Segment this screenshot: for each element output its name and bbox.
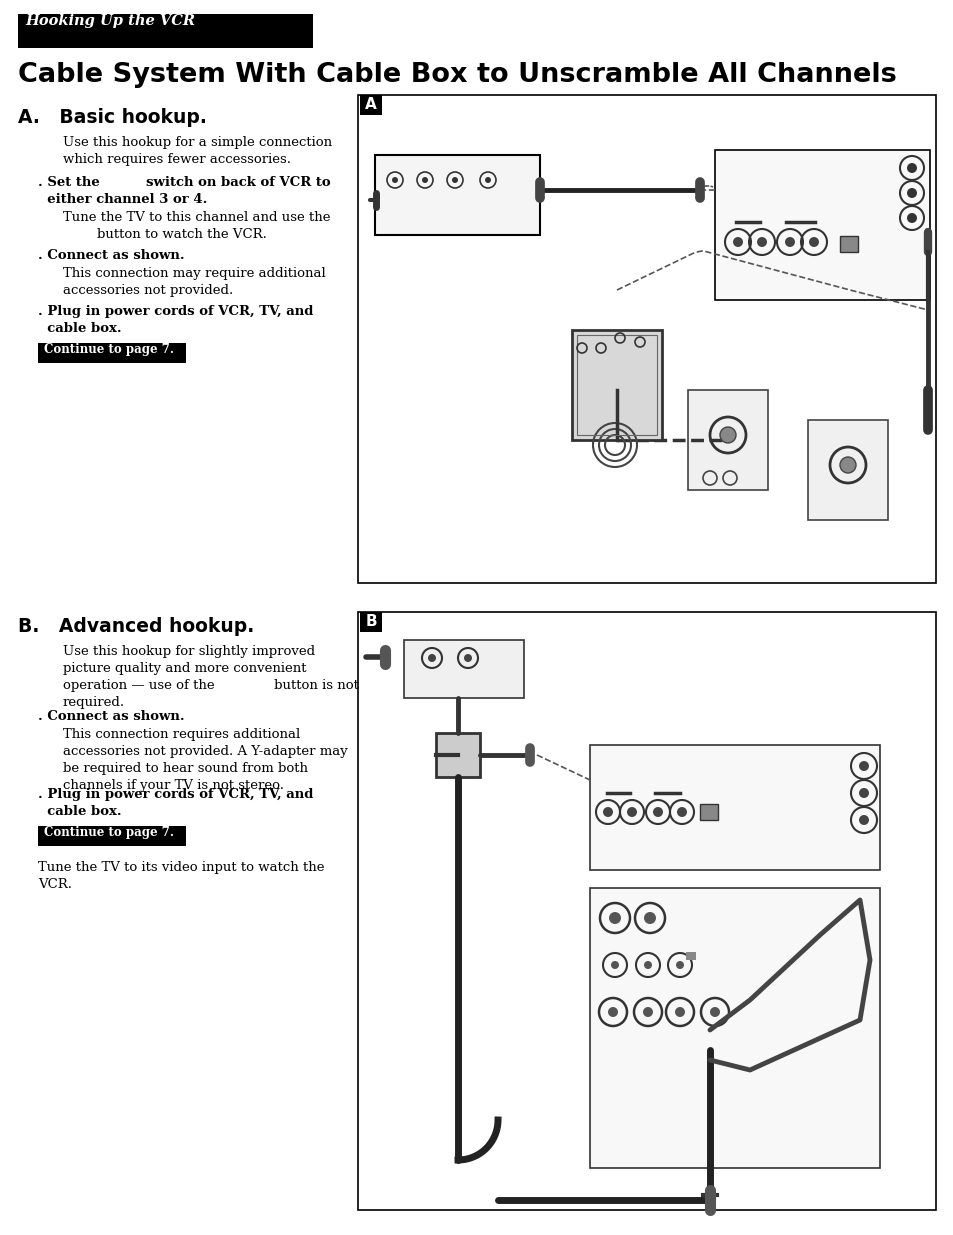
Bar: [572, 330, 661, 440]
Bar: [577, 335, 657, 435]
Circle shape: [608, 911, 620, 924]
Text: . Plug in power cords of VCR, TV, and
  cable box.: . Plug in power cords of VCR, TV, and ca…: [38, 305, 313, 335]
Circle shape: [709, 1007, 720, 1016]
Circle shape: [858, 761, 868, 771]
Circle shape: [642, 1007, 652, 1016]
Text: Continue to page 7.: Continue to page 7.: [44, 343, 173, 356]
Circle shape: [906, 163, 916, 173]
Circle shape: [392, 177, 397, 183]
FancyBboxPatch shape: [38, 826, 186, 846]
Bar: [403, 640, 523, 698]
Bar: [714, 149, 929, 300]
Circle shape: [757, 237, 766, 247]
Text: A.   Basic hookup.: A. Basic hookup.: [18, 107, 207, 127]
Text: Tune the TV to this channel and use the
        button to watch the VCR.: Tune the TV to this channel and use the …: [63, 211, 330, 241]
Text: . Plug in power cords of VCR, TV, and
  cable box.: . Plug in power cords of VCR, TV, and ca…: [38, 788, 313, 818]
Circle shape: [643, 961, 651, 969]
Text: Cable System With Cable Box to Unscramble All Channels: Cable System With Cable Box to Unscrambl…: [18, 62, 896, 88]
Circle shape: [677, 806, 686, 818]
Text: This connection requires additional
accessories not provided. A Y-adapter may
be: This connection requires additional acce…: [63, 727, 348, 792]
Text: Tune the TV to its video input to watch the
VCR.: Tune the TV to its video input to watch …: [38, 861, 324, 890]
Circle shape: [421, 177, 428, 183]
FancyBboxPatch shape: [359, 613, 381, 632]
Circle shape: [428, 655, 436, 662]
Bar: [589, 888, 879, 1168]
Text: Hooking Up the VCR: Hooking Up the VCR: [25, 14, 194, 28]
Bar: [840, 236, 857, 252]
Circle shape: [484, 177, 491, 183]
Circle shape: [607, 1007, 618, 1016]
Circle shape: [675, 1007, 684, 1016]
Bar: [589, 745, 879, 869]
Circle shape: [610, 961, 618, 969]
FancyBboxPatch shape: [357, 95, 935, 583]
Circle shape: [602, 806, 613, 818]
Circle shape: [858, 788, 868, 798]
Circle shape: [626, 806, 637, 818]
FancyBboxPatch shape: [357, 613, 935, 1210]
FancyBboxPatch shape: [359, 95, 381, 115]
Text: A: A: [365, 98, 376, 112]
Text: Use this hookup for slightly improved
picture quality and more convenient
operat: Use this hookup for slightly improved pi…: [63, 645, 358, 709]
Circle shape: [906, 212, 916, 224]
Circle shape: [676, 961, 683, 969]
Circle shape: [840, 457, 855, 473]
Circle shape: [452, 177, 457, 183]
Circle shape: [463, 655, 472, 662]
Text: . Connect as shown.: . Connect as shown.: [38, 710, 185, 722]
Bar: [700, 804, 718, 820]
Circle shape: [906, 188, 916, 198]
Bar: [375, 156, 539, 235]
Text: Use this hookup for a simple connection
which requires fewer accessories.: Use this hookup for a simple connection …: [63, 136, 332, 165]
Circle shape: [643, 911, 656, 924]
Text: . Connect as shown.: . Connect as shown.: [38, 249, 185, 262]
Text: This connection may require additional
accessories not provided.: This connection may require additional a…: [63, 267, 325, 296]
Circle shape: [858, 815, 868, 825]
Circle shape: [652, 806, 662, 818]
FancyBboxPatch shape: [38, 343, 186, 363]
Bar: [687, 390, 767, 490]
Bar: [685, 952, 696, 960]
Text: B: B: [365, 614, 376, 629]
FancyBboxPatch shape: [18, 14, 313, 48]
Bar: [436, 734, 479, 777]
Text: . Set the          switch on back of VCR to
  either channel 3 or 4.: . Set the switch on back of VCR to eithe…: [38, 177, 331, 206]
Circle shape: [720, 427, 735, 443]
Circle shape: [808, 237, 818, 247]
Circle shape: [784, 237, 794, 247]
Bar: [807, 420, 887, 520]
Circle shape: [732, 237, 742, 247]
Text: B.   Advanced hookup.: B. Advanced hookup.: [18, 618, 254, 636]
Text: Continue to page 7.: Continue to page 7.: [44, 826, 173, 839]
